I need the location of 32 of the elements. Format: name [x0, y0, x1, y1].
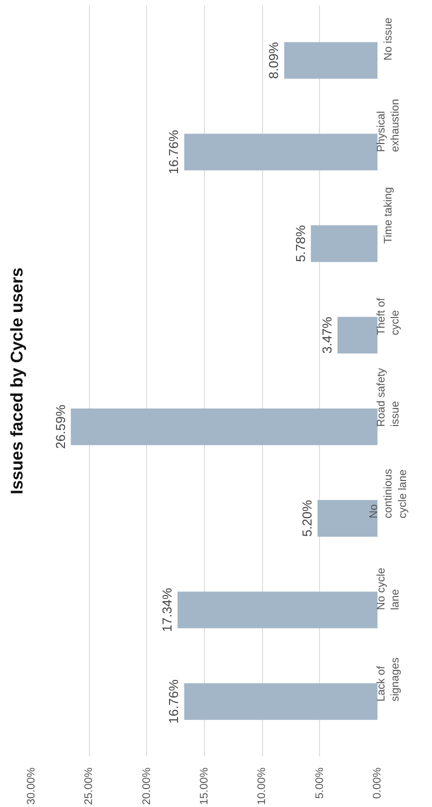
y-tick-label: Road safety issue	[375, 368, 402, 427]
x-tick-label: 10.00%	[256, 767, 268, 805]
x-tick-label: 5.00%	[314, 767, 326, 799]
bar	[337, 316, 378, 354]
data-label: 16.76%	[166, 130, 182, 174]
data-label: 3.47%	[319, 316, 334, 354]
y-tick-label: Time taking	[382, 187, 394, 244]
y-tick-label: No issue	[382, 18, 394, 60]
data-label: 16.76%	[166, 679, 182, 724]
text: Issues faced by Cycle users	[8, 268, 26, 494]
bar	[178, 592, 378, 628]
y-tick-label: Theft of cycle	[375, 296, 402, 336]
bar	[70, 408, 378, 446]
y-tick-label: Lack of signages	[375, 657, 402, 702]
bar	[184, 134, 378, 170]
x-tick-label: 15.00%	[198, 767, 210, 805]
bar	[284, 42, 378, 79]
y-tick-label: Physical exhaustion	[375, 98, 402, 152]
data-label: 8.09%	[266, 42, 282, 79]
bar	[310, 225, 378, 262]
x-tick-label: 0.00%	[372, 767, 384, 799]
bar	[318, 500, 378, 537]
y-tick-label: No cycle lane	[375, 568, 402, 610]
data-label: 17.34%	[160, 587, 175, 632]
data-label: 5.78%	[292, 224, 308, 262]
x-tick-label: 30.00%	[26, 767, 38, 805]
x-tick-label: 25.00%	[83, 767, 96, 805]
data-label: 5.20%	[300, 500, 315, 537]
bar	[184, 683, 378, 720]
data-label: 26.59%	[52, 404, 68, 449]
x-tick-label: 20.00%	[140, 767, 153, 805]
y-tick-label: No continious cycle lane	[368, 468, 409, 518]
